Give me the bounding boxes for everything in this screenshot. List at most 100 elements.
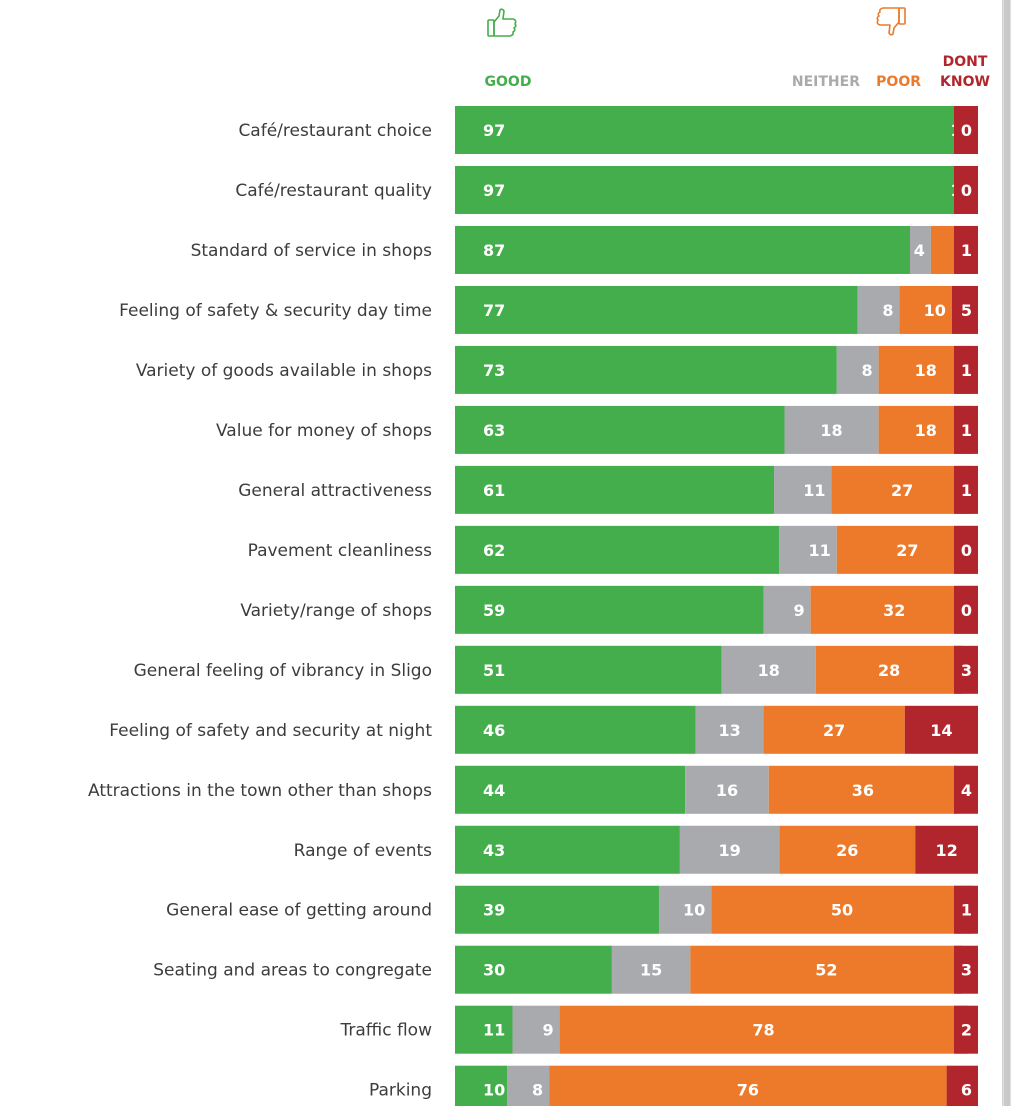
data-label-poor: 78 bbox=[752, 1021, 774, 1040]
data-label-good: 77 bbox=[483, 301, 505, 320]
data-label-good: 97 bbox=[483, 121, 505, 140]
bar-segment-good bbox=[455, 225, 911, 274]
bar-segment-poor bbox=[690, 945, 963, 994]
data-label-dont-know: 1 bbox=[961, 481, 972, 500]
bar-segment-poor bbox=[768, 765, 958, 814]
legend-label-dont-know-line-1: DONT bbox=[943, 54, 988, 70]
data-label-neither: 15 bbox=[640, 961, 662, 980]
category-label: Parking bbox=[369, 1081, 432, 1101]
data-label-good: 11 bbox=[483, 1021, 505, 1040]
data-label-neither: 11 bbox=[803, 481, 825, 500]
legend-label-neither: NEITHER bbox=[792, 74, 860, 90]
data-label-poor: 26 bbox=[836, 841, 858, 860]
data-label-dont-know: 0 bbox=[961, 121, 972, 140]
data-label-neither: 18 bbox=[758, 661, 780, 680]
data-label-neither: 18 bbox=[820, 421, 842, 440]
data-label-poor: 27 bbox=[891, 481, 913, 500]
data-label-good: 51 bbox=[483, 661, 505, 680]
data-label-dont-know: 1 bbox=[961, 241, 972, 260]
category-label: General ease of getting around bbox=[166, 901, 432, 921]
bar-segment-good bbox=[455, 765, 686, 814]
bar-segment-good bbox=[455, 465, 775, 514]
vertical-scrollbar[interactable] bbox=[1002, 0, 1011, 1106]
bar-segment-good bbox=[455, 825, 680, 874]
data-label-poor: 27 bbox=[823, 721, 845, 740]
data-label-neither: 8 bbox=[532, 1081, 543, 1100]
bar-segment-good bbox=[455, 705, 696, 754]
bar-segment-neither bbox=[611, 945, 691, 994]
data-label-good: 30 bbox=[483, 961, 505, 980]
thumbs-up-icon bbox=[487, 8, 517, 37]
data-label-poor: 27 bbox=[896, 541, 918, 560]
scrollbar-thumb[interactable] bbox=[1004, 0, 1010, 1106]
data-label-dont-know: 1 bbox=[961, 901, 972, 920]
data-label-neither: 8 bbox=[882, 301, 893, 320]
category-label: Feeling of safety and security at night bbox=[109, 721, 432, 741]
bar-segment-neither bbox=[507, 1065, 550, 1106]
data-label-poor: 18 bbox=[915, 421, 937, 440]
bar-segment-good bbox=[455, 1065, 508, 1106]
data-label-poor: 10 bbox=[924, 301, 946, 320]
bar-segment-good bbox=[455, 885, 659, 934]
legend-label-good: GOOD bbox=[485, 74, 532, 90]
category-label: Variety/range of shops bbox=[240, 601, 432, 621]
bar-segment-neither bbox=[784, 405, 879, 454]
data-label-neither: 4 bbox=[914, 241, 925, 260]
bar-segment-poor bbox=[549, 1065, 947, 1106]
category-label: Café/restaurant quality bbox=[235, 181, 432, 201]
data-label-poor: 50 bbox=[831, 901, 853, 920]
data-label-dont-know: 3 bbox=[961, 661, 972, 680]
data-label-good: 62 bbox=[483, 541, 505, 560]
bar-segment-dont-know bbox=[954, 345, 978, 394]
bar-segment-poor bbox=[899, 285, 952, 334]
category-label: Variety of goods available in shops bbox=[136, 361, 432, 381]
bar-segment-dont-know bbox=[954, 1005, 978, 1054]
bar-segment-dont-know bbox=[915, 825, 978, 874]
bar-segment-neither bbox=[779, 525, 837, 574]
bar-segment-neither bbox=[774, 465, 832, 514]
data-label-neither: 9 bbox=[542, 1021, 553, 1040]
data-label-good: 43 bbox=[483, 841, 505, 860]
data-label-dont-know: 3 bbox=[961, 961, 972, 980]
data-label-dont-know: 6 bbox=[961, 1081, 972, 1100]
bar-segment-dont-know bbox=[954, 225, 978, 274]
bar-segment-neither bbox=[679, 825, 780, 874]
bar-segment-neither bbox=[695, 705, 764, 754]
bar-segment-dont-know bbox=[951, 285, 978, 334]
data-label-poor: 52 bbox=[815, 961, 837, 980]
data-label-dont-know: 1 bbox=[961, 361, 972, 380]
category-label: Pavement cleanliness bbox=[248, 541, 433, 561]
data-label-neither: 9 bbox=[793, 601, 804, 620]
category-label: Range of events bbox=[294, 841, 432, 861]
category-label: Standard of service in shops bbox=[191, 241, 433, 261]
category-label: Attractions in the town other than shops bbox=[88, 781, 432, 801]
data-label-neither: 19 bbox=[718, 841, 740, 860]
legend-label-poor: POOR bbox=[876, 74, 921, 90]
category-label: General feeling of vibrancy in Sligo bbox=[134, 661, 432, 681]
data-label-good: 39 bbox=[483, 901, 505, 920]
bar-segment-dont-know bbox=[954, 165, 978, 214]
bar-segment-good bbox=[455, 1005, 513, 1054]
data-label-neither: 10 bbox=[683, 901, 705, 920]
data-label-good: 87 bbox=[483, 241, 505, 260]
bar-segment-neither bbox=[512, 1005, 560, 1054]
bar-segment-neither bbox=[721, 645, 816, 694]
data-label-neither: 13 bbox=[718, 721, 740, 740]
bar-segment-good bbox=[455, 165, 963, 214]
bar-segment-poor bbox=[763, 705, 905, 754]
data-label-dont-know: 14 bbox=[930, 721, 952, 740]
data-label-good: 10 bbox=[483, 1081, 505, 1100]
bar-segment-poor bbox=[810, 585, 978, 634]
bar-segment-dont-know bbox=[946, 1065, 978, 1106]
bar-segment-dont-know bbox=[954, 525, 978, 574]
bar-segment-dont-know bbox=[954, 465, 978, 514]
bar-segment-poor bbox=[815, 645, 963, 694]
category-label: Traffic flow bbox=[340, 1021, 433, 1041]
bar-segment-neither bbox=[763, 585, 811, 634]
bar-segment-poor bbox=[711, 885, 973, 934]
data-label-dont-know: 0 bbox=[961, 181, 972, 200]
thumbs-down-icon bbox=[876, 7, 906, 36]
data-label-good: 73 bbox=[483, 361, 505, 380]
bar-segment-dont-know bbox=[954, 585, 978, 634]
